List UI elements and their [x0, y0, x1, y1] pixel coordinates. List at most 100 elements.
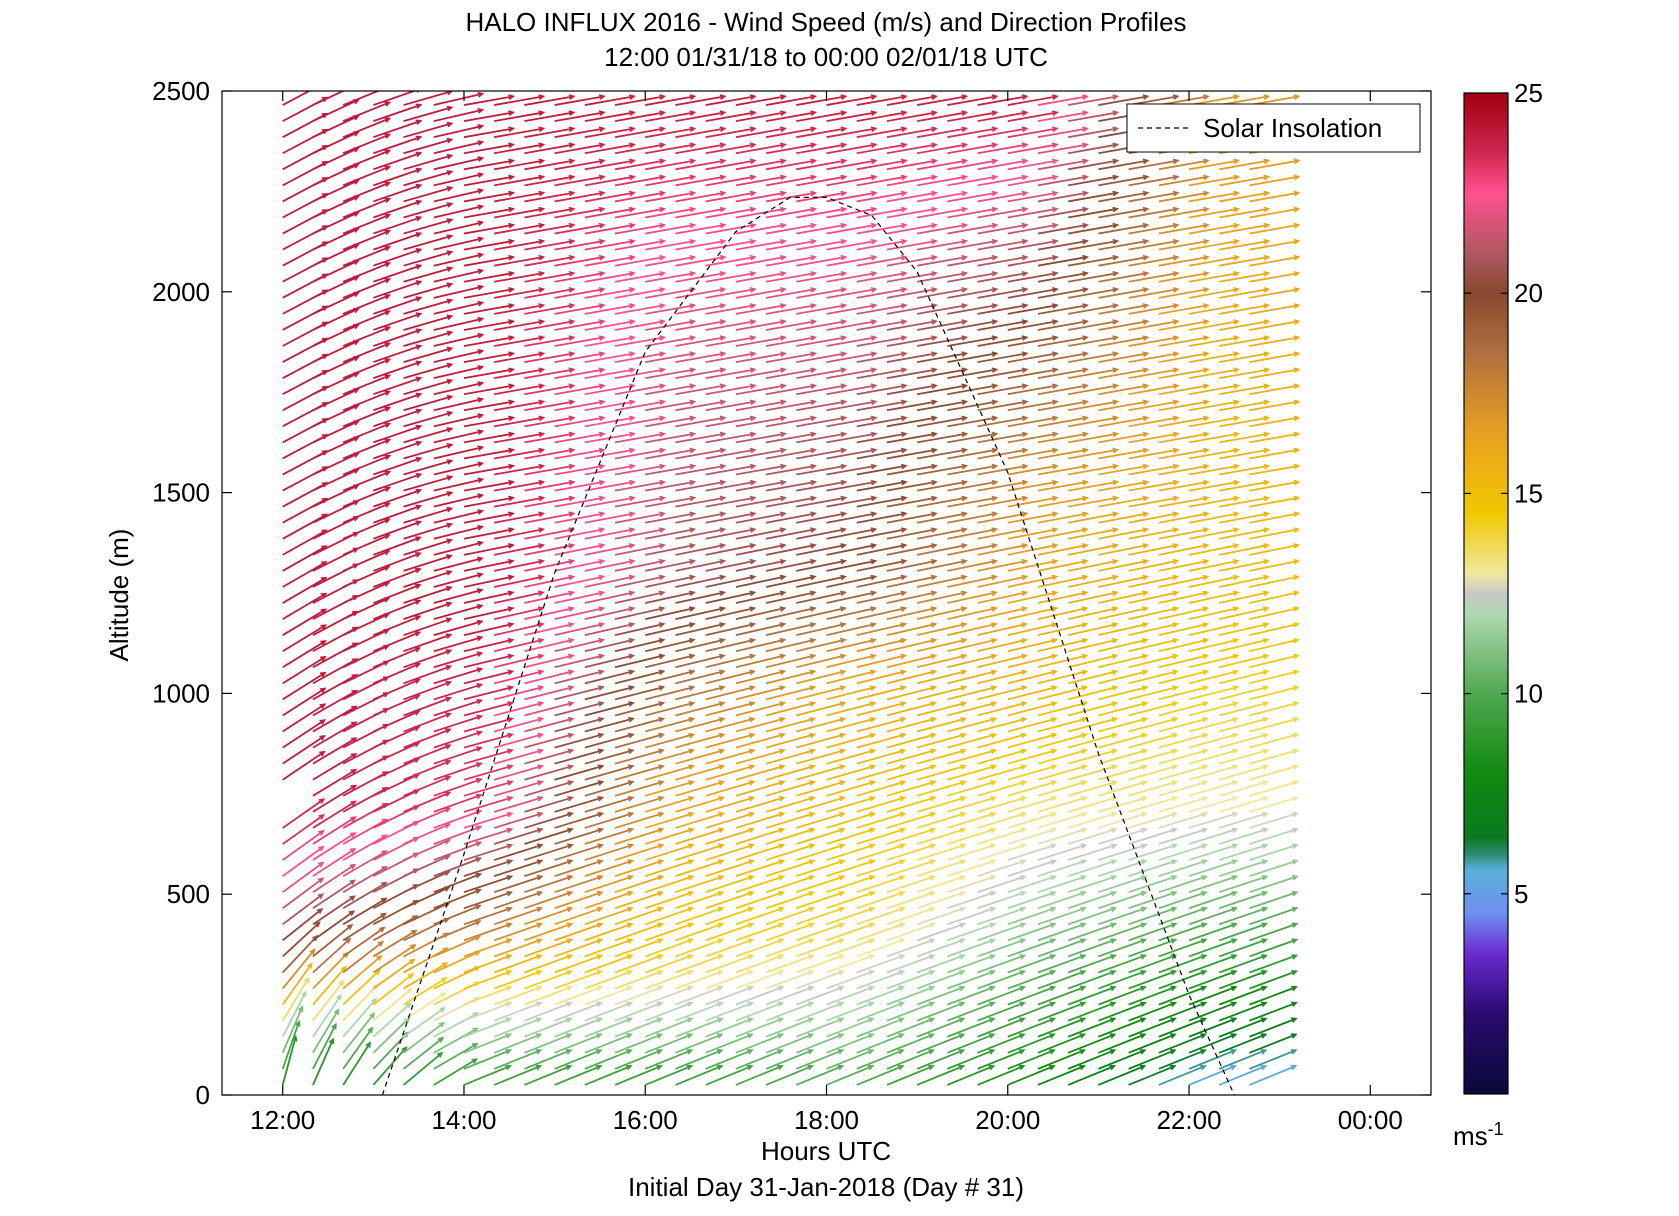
wind-arrow	[1067, 701, 1119, 717]
wind-arrow	[826, 431, 878, 444]
wind-arrow	[947, 748, 998, 765]
wind-arrow	[1158, 780, 1209, 797]
wind-arrow	[1158, 748, 1209, 765]
wind-arrow	[1249, 748, 1300, 765]
wind-arrow	[1037, 653, 1089, 669]
wind-arrow	[1249, 637, 1300, 653]
wind-arrow	[856, 574, 908, 588]
y-tick-label: 500	[167, 879, 210, 909]
y-tick-label: 1500	[152, 478, 210, 508]
wind-arrow	[342, 117, 392, 139]
wind-arrow	[705, 622, 757, 637]
wind-arrow	[1098, 447, 1150, 460]
wind-arrow	[554, 270, 606, 283]
wind-arrow	[916, 795, 967, 813]
wind-arrow	[1188, 495, 1241, 508]
wind-arrow	[1158, 795, 1209, 813]
wind-arrow	[403, 522, 454, 540]
wind-arrow	[372, 1002, 412, 1038]
wind-arrow	[856, 142, 908, 155]
wind-arrow	[373, 199, 423, 219]
wind-arrow	[403, 234, 454, 251]
wind-arrow	[675, 399, 727, 412]
wind-arrow	[1128, 922, 1178, 942]
wind-arrow	[1158, 415, 1210, 428]
wind-arrow	[1068, 367, 1120, 380]
wind-arrow	[554, 969, 604, 990]
wind-arrow	[765, 1033, 815, 1054]
wind-arrow	[886, 669, 938, 685]
wind-arrow	[524, 1017, 573, 1038]
wind-arrow	[342, 277, 392, 299]
wind-arrow	[826, 495, 878, 508]
wind-arrow	[433, 188, 485, 203]
x-axis-label: Hours UTC	[761, 1136, 891, 1166]
wind-arrow	[796, 622, 847, 637]
wind-arrow	[675, 811, 726, 829]
wind-arrow	[796, 303, 848, 315]
wind-arrow	[1158, 190, 1210, 203]
wind-arrow	[1188, 222, 1241, 235]
wind-arrow	[282, 703, 327, 733]
wind-arrow	[977, 351, 1029, 363]
wind-arrow	[826, 574, 878, 588]
wind-arrow	[463, 270, 516, 283]
wind-arrow	[1128, 764, 1179, 781]
colorbar-tick: 25	[1464, 78, 1543, 108]
wind-arrow	[463, 415, 516, 428]
wind-arrow	[856, 351, 908, 363]
wind-arrow	[494, 158, 546, 171]
wind-arrow	[765, 126, 818, 139]
wind-arrow	[765, 574, 817, 588]
wind-arrow	[765, 479, 818, 492]
wind-arrow	[977, 606, 1029, 620]
colorbar-tick-label: 15	[1514, 478, 1543, 508]
wind-arrow	[1068, 527, 1120, 540]
wind-arrow	[644, 922, 695, 942]
wind-arrow	[342, 926, 386, 958]
wind-arrow	[1218, 827, 1269, 845]
wind-arrow	[705, 431, 757, 444]
wind-arrow	[1188, 206, 1241, 219]
wind-arrow	[765, 954, 815, 974]
wind-arrow	[1188, 383, 1241, 396]
wind-arrow	[705, 319, 757, 331]
wind-arrow	[614, 110, 667, 123]
wind-arrow	[524, 495, 576, 508]
wind-arrow	[1128, 574, 1180, 588]
x-tick: 00:00	[1338, 91, 1403, 1135]
wind-arrow	[796, 94, 848, 106]
wind-arrow	[1067, 606, 1119, 620]
wind-arrow	[856, 827, 907, 845]
wind-arrow	[947, 732, 998, 749]
wind-arrow	[886, 780, 937, 797]
wind-arrow	[1218, 985, 1268, 1006]
wind-arrow	[282, 877, 325, 909]
wind-arrow	[977, 716, 1028, 733]
wind-arrow	[1219, 637, 1270, 653]
wind-arrow	[584, 906, 634, 926]
wind-arrow	[1037, 367, 1090, 380]
wind-arrow	[554, 732, 605, 749]
wind-arrow	[644, 1017, 694, 1038]
wind-arrow	[403, 459, 454, 476]
wind-arrow	[675, 1064, 724, 1086]
wind-arrow	[645, 653, 696, 669]
wind-arrow	[644, 1033, 694, 1054]
wind-arrow	[342, 390, 392, 412]
wind-arrow	[373, 135, 423, 155]
wind-arrow	[584, 590, 636, 604]
wind-arrow	[916, 637, 968, 653]
wind-arrow	[1128, 238, 1180, 251]
wind-arrow	[554, 287, 606, 299]
wind-arrow	[1007, 110, 1059, 123]
wind-arrow	[735, 367, 787, 380]
wind-arrow	[373, 472, 423, 492]
wind-arrow	[463, 701, 515, 717]
wind-arrow	[916, 1049, 966, 1070]
wind-arrow	[1128, 1033, 1177, 1054]
wind-arrow	[1158, 701, 1209, 717]
wind-arrow	[1007, 590, 1059, 604]
wind-arrow	[796, 890, 846, 910]
wind-arrow	[282, 948, 316, 990]
